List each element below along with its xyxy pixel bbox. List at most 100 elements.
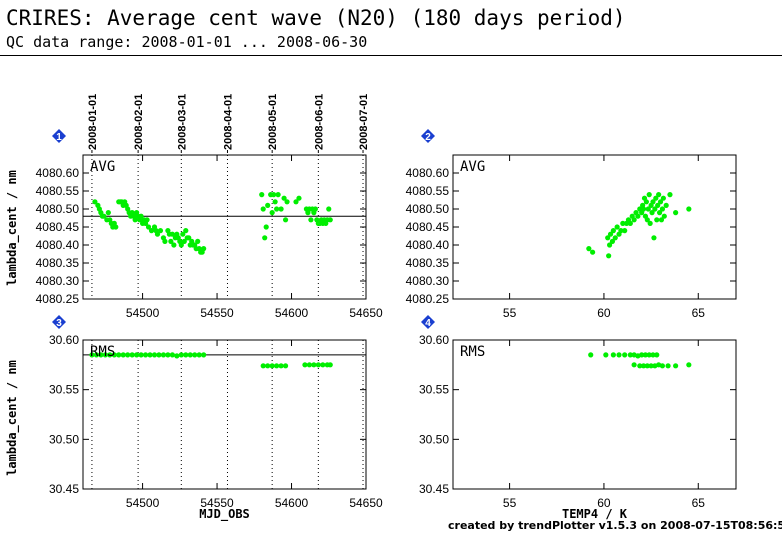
- data-point: [609, 238, 616, 244]
- data-point: [151, 352, 158, 358]
- data-point: [183, 352, 189, 358]
- plot-frame: [452, 154, 737, 300]
- date-label: 2008-02-01: [133, 94, 145, 150]
- data-point: [281, 195, 287, 201]
- data-point: [647, 220, 653, 226]
- date-label: 2008-06-01: [313, 94, 325, 150]
- data-point: [620, 220, 626, 226]
- data-point: [650, 199, 656, 205]
- data-point: [278, 206, 284, 212]
- data-point: [656, 192, 662, 198]
- data-point: [639, 352, 645, 358]
- data-point: [134, 352, 140, 358]
- x-axis-label: TEMP4 / K: [562, 507, 628, 521]
- date-label: 2008-04-01: [222, 94, 234, 150]
- data-point: [610, 228, 616, 234]
- data-point: [657, 199, 664, 205]
- y-tick-label: 30.55: [49, 383, 79, 397]
- data-point: [644, 363, 650, 369]
- y-tick-label: 4080.35: [406, 256, 450, 270]
- x-axis-label: MJD_OBS: [199, 507, 250, 522]
- data-point: [181, 238, 187, 244]
- data-point: [644, 217, 650, 223]
- data-point: [154, 231, 161, 237]
- data-point: [92, 199, 98, 205]
- data-point: [186, 235, 192, 241]
- footer-credit: created by trendPlotter v1.5.3 on 2008-0…: [448, 519, 782, 532]
- data-point: [259, 192, 265, 198]
- header-divider: [0, 55, 782, 56]
- data-point: [320, 362, 326, 368]
- badge-diamond: [421, 315, 435, 329]
- data-point: [183, 228, 189, 234]
- data-point: [656, 210, 663, 216]
- data-point: [180, 231, 186, 237]
- data-point: [606, 253, 612, 259]
- data-point: [129, 352, 135, 358]
- data-point: [192, 352, 198, 358]
- data-point: [614, 224, 620, 230]
- data-point: [640, 363, 647, 369]
- plot-frame: [82, 154, 367, 300]
- data-point: [274, 363, 280, 369]
- data-point: [326, 206, 332, 212]
- data-point: [618, 228, 624, 234]
- data-point: [162, 238, 168, 244]
- data-point: [201, 352, 207, 358]
- badge-number: 4: [425, 318, 431, 329]
- data-point: [661, 213, 667, 219]
- data-point: [588, 352, 594, 358]
- x-tick-label: 54650: [349, 306, 383, 320]
- data-point: [637, 363, 643, 369]
- data-point: [144, 217, 150, 223]
- x-tick-label: 65: [692, 306, 706, 320]
- x-tick-label: 54550: [200, 496, 234, 510]
- x-tick-label: 54550: [200, 306, 234, 320]
- date-label: 2008-03-01: [176, 94, 188, 150]
- data-point: [178, 352, 184, 358]
- data-point: [652, 206, 658, 212]
- data-point: [302, 362, 308, 368]
- data-point: [138, 352, 144, 358]
- data-point: [196, 352, 202, 358]
- panel-label: RMS: [90, 344, 115, 360]
- data-point: [132, 217, 138, 223]
- y-tick-label: 4080.30: [406, 274, 450, 288]
- data-point: [111, 352, 117, 358]
- data-point: [653, 195, 659, 201]
- data-point: [306, 362, 312, 368]
- y-tick-label: 30.55: [419, 383, 449, 397]
- data-point: [274, 206, 280, 212]
- data-point: [278, 363, 284, 369]
- data-point: [89, 352, 95, 358]
- data-point: [631, 217, 637, 223]
- y-tick-label: 4080.50: [36, 202, 80, 216]
- date-label: 2008-05-01: [267, 94, 279, 150]
- data-point: [260, 206, 266, 212]
- x-tick-label: 54600: [275, 496, 309, 510]
- plot-frame: [82, 339, 367, 490]
- x-tick-label: 54650: [349, 496, 383, 510]
- data-point: [260, 363, 266, 369]
- y-tick-label: 4080.45: [406, 220, 450, 234]
- data-point: [284, 199, 290, 205]
- x-tick-label: 65: [692, 496, 706, 510]
- data-point: [686, 362, 692, 368]
- data-point: [101, 213, 107, 219]
- data-point: [327, 362, 333, 368]
- panel-label: RMS: [460, 344, 485, 360]
- data-point: [168, 238, 174, 244]
- y-tick-label: 30.60: [419, 333, 449, 347]
- y-tick-label: 30.50: [419, 432, 449, 446]
- data-point: [116, 352, 122, 358]
- panel-2: 2 AVG 4080.25 4080.30 4080.35 4080.40 4080.45 4…: [406, 129, 737, 320]
- data-point: [654, 217, 660, 223]
- data-point: [667, 192, 673, 198]
- data-point: [627, 220, 633, 226]
- data-point: [612, 235, 618, 241]
- data-point: [98, 352, 104, 358]
- data-point: [272, 199, 278, 205]
- data-point: [271, 192, 277, 198]
- x-tick-label: 55: [503, 496, 517, 510]
- data-point: [665, 363, 671, 369]
